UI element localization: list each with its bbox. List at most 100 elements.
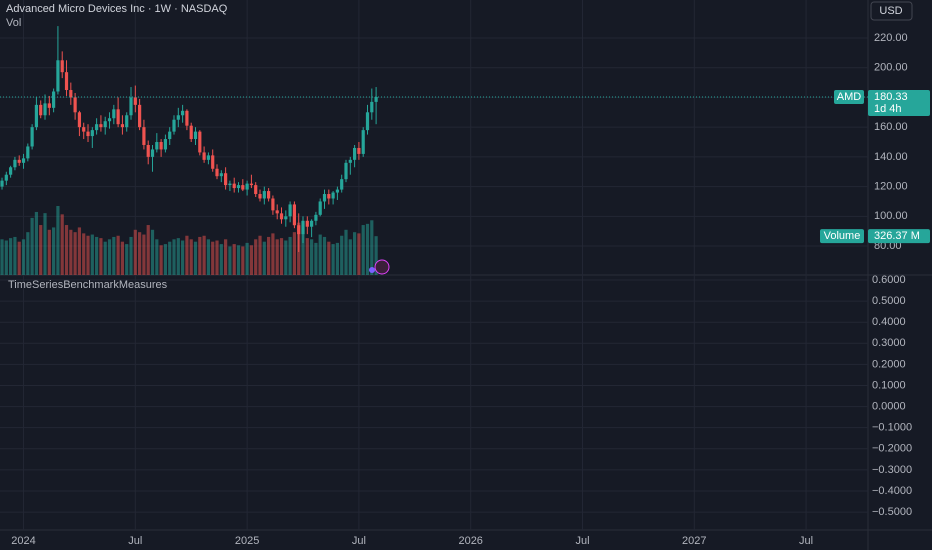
price-tag-value: 180.33 <box>874 91 908 103</box>
chart-title: Advanced Micro Devices Inc · 1W · NASDAQ <box>6 3 228 15</box>
candle-body <box>271 198 275 211</box>
y-tick-label: 160.00 <box>874 121 908 133</box>
candle-body <box>193 131 198 140</box>
candle-body <box>275 210 279 214</box>
x-tick-label: Jul <box>575 535 589 547</box>
candle-body <box>120 124 125 128</box>
y-tick-label: 0.4000 <box>872 316 906 328</box>
volume-bar <box>125 244 129 275</box>
volume-bar <box>142 234 146 275</box>
candle-body <box>198 131 202 153</box>
volume-bar <box>202 235 206 275</box>
volume-bar <box>249 245 254 275</box>
volume-bar <box>181 240 185 275</box>
candle-body <box>267 191 271 199</box>
volume-bar <box>13 236 17 275</box>
y-tick-label: 200.00 <box>874 62 908 74</box>
candle-body <box>189 125 193 140</box>
candle-body <box>99 124 103 128</box>
volume-bar <box>318 234 322 275</box>
candle-body <box>206 155 211 160</box>
grid <box>0 0 868 530</box>
volume-bar <box>245 242 249 275</box>
x-tick-label: Jul <box>128 535 142 547</box>
y-tick-label: 0.5000 <box>872 295 906 307</box>
volume-bar <box>279 238 284 275</box>
candle-body <box>142 127 146 145</box>
candle-body <box>181 110 185 116</box>
x-tick-label: 2024 <box>11 535 35 547</box>
volume-bar <box>30 217 34 275</box>
volume-bar <box>60 214 64 275</box>
volume-bar <box>357 233 361 275</box>
candle-body <box>249 183 254 186</box>
volume-bar <box>90 234 94 275</box>
volume-bar <box>95 236 99 275</box>
currency-box[interactable] <box>870 1 913 21</box>
volume-bar <box>43 213 47 275</box>
candle-body <box>254 185 258 195</box>
candle-body <box>77 112 82 128</box>
candle-body <box>112 109 116 119</box>
volume-bar <box>193 241 198 275</box>
volume-tag-value: 326.37 M <box>874 230 920 242</box>
y-tick-label: −0.2000 <box>872 443 912 455</box>
currency[interactable]: USD <box>879 5 902 17</box>
x-tick-label: 2025 <box>235 535 259 547</box>
volume-bar <box>344 229 348 275</box>
candle-body <box>241 185 245 190</box>
indicator-title: TimeSeriesBenchmarkMeasures <box>8 279 168 291</box>
volume-bar <box>258 235 262 275</box>
candle-body <box>34 104 39 128</box>
candle-body <box>284 216 288 220</box>
event-marker-dot[interactable] <box>369 267 375 273</box>
price-tag-countdown: 1d 4h <box>874 103 902 115</box>
y-tick-label: −0.1000 <box>872 422 912 434</box>
candle-body <box>344 162 348 180</box>
candle-body <box>30 127 34 147</box>
volume-bar <box>275 239 279 275</box>
y-tick-label: 120.00 <box>874 181 908 193</box>
volume-bar <box>17 241 21 275</box>
candle-body <box>129 97 133 116</box>
y-tick-label: 0.3000 <box>872 337 906 349</box>
volume-bar <box>340 235 344 275</box>
volume-bar <box>4 240 8 275</box>
candle-body <box>176 115 180 120</box>
candle-body <box>185 110 189 126</box>
candle-body <box>353 147 357 160</box>
event-marker[interactable] <box>374 259 390 275</box>
volume-bar <box>168 241 172 275</box>
y-tick-label: −0.5000 <box>872 506 912 518</box>
volume-bar <box>77 227 82 275</box>
candle-body <box>116 109 120 125</box>
candle-body <box>95 124 99 131</box>
candle-body <box>52 91 56 108</box>
y-tick-label: 220.00 <box>874 32 908 44</box>
y-tick-label: 140.00 <box>874 151 908 163</box>
price-tag-box <box>868 89 930 116</box>
volume-bar <box>241 246 245 275</box>
volume-bar <box>314 242 318 275</box>
candle-body <box>232 183 236 189</box>
candle-body <box>331 192 335 199</box>
volume-bar <box>288 236 292 275</box>
volume-bar <box>254 239 258 275</box>
candle-body <box>82 127 86 132</box>
volume-bar <box>331 244 335 275</box>
y-tick-label: 0.0000 <box>872 400 906 412</box>
volume-bar <box>129 236 133 275</box>
volume-bar <box>327 241 331 275</box>
volume-bar <box>112 236 116 275</box>
candle-body <box>245 183 249 190</box>
y-tick-label: −0.4000 <box>872 485 912 497</box>
candle-body <box>322 194 327 202</box>
volume-bar <box>292 232 297 275</box>
candle-body <box>47 103 51 108</box>
candle-body <box>43 103 47 116</box>
y-tick-label: 100.00 <box>874 210 908 222</box>
volume-tag-name: Volume <box>824 230 861 242</box>
volume-bar <box>322 236 327 275</box>
x-tick-label: 2027 <box>682 535 706 547</box>
